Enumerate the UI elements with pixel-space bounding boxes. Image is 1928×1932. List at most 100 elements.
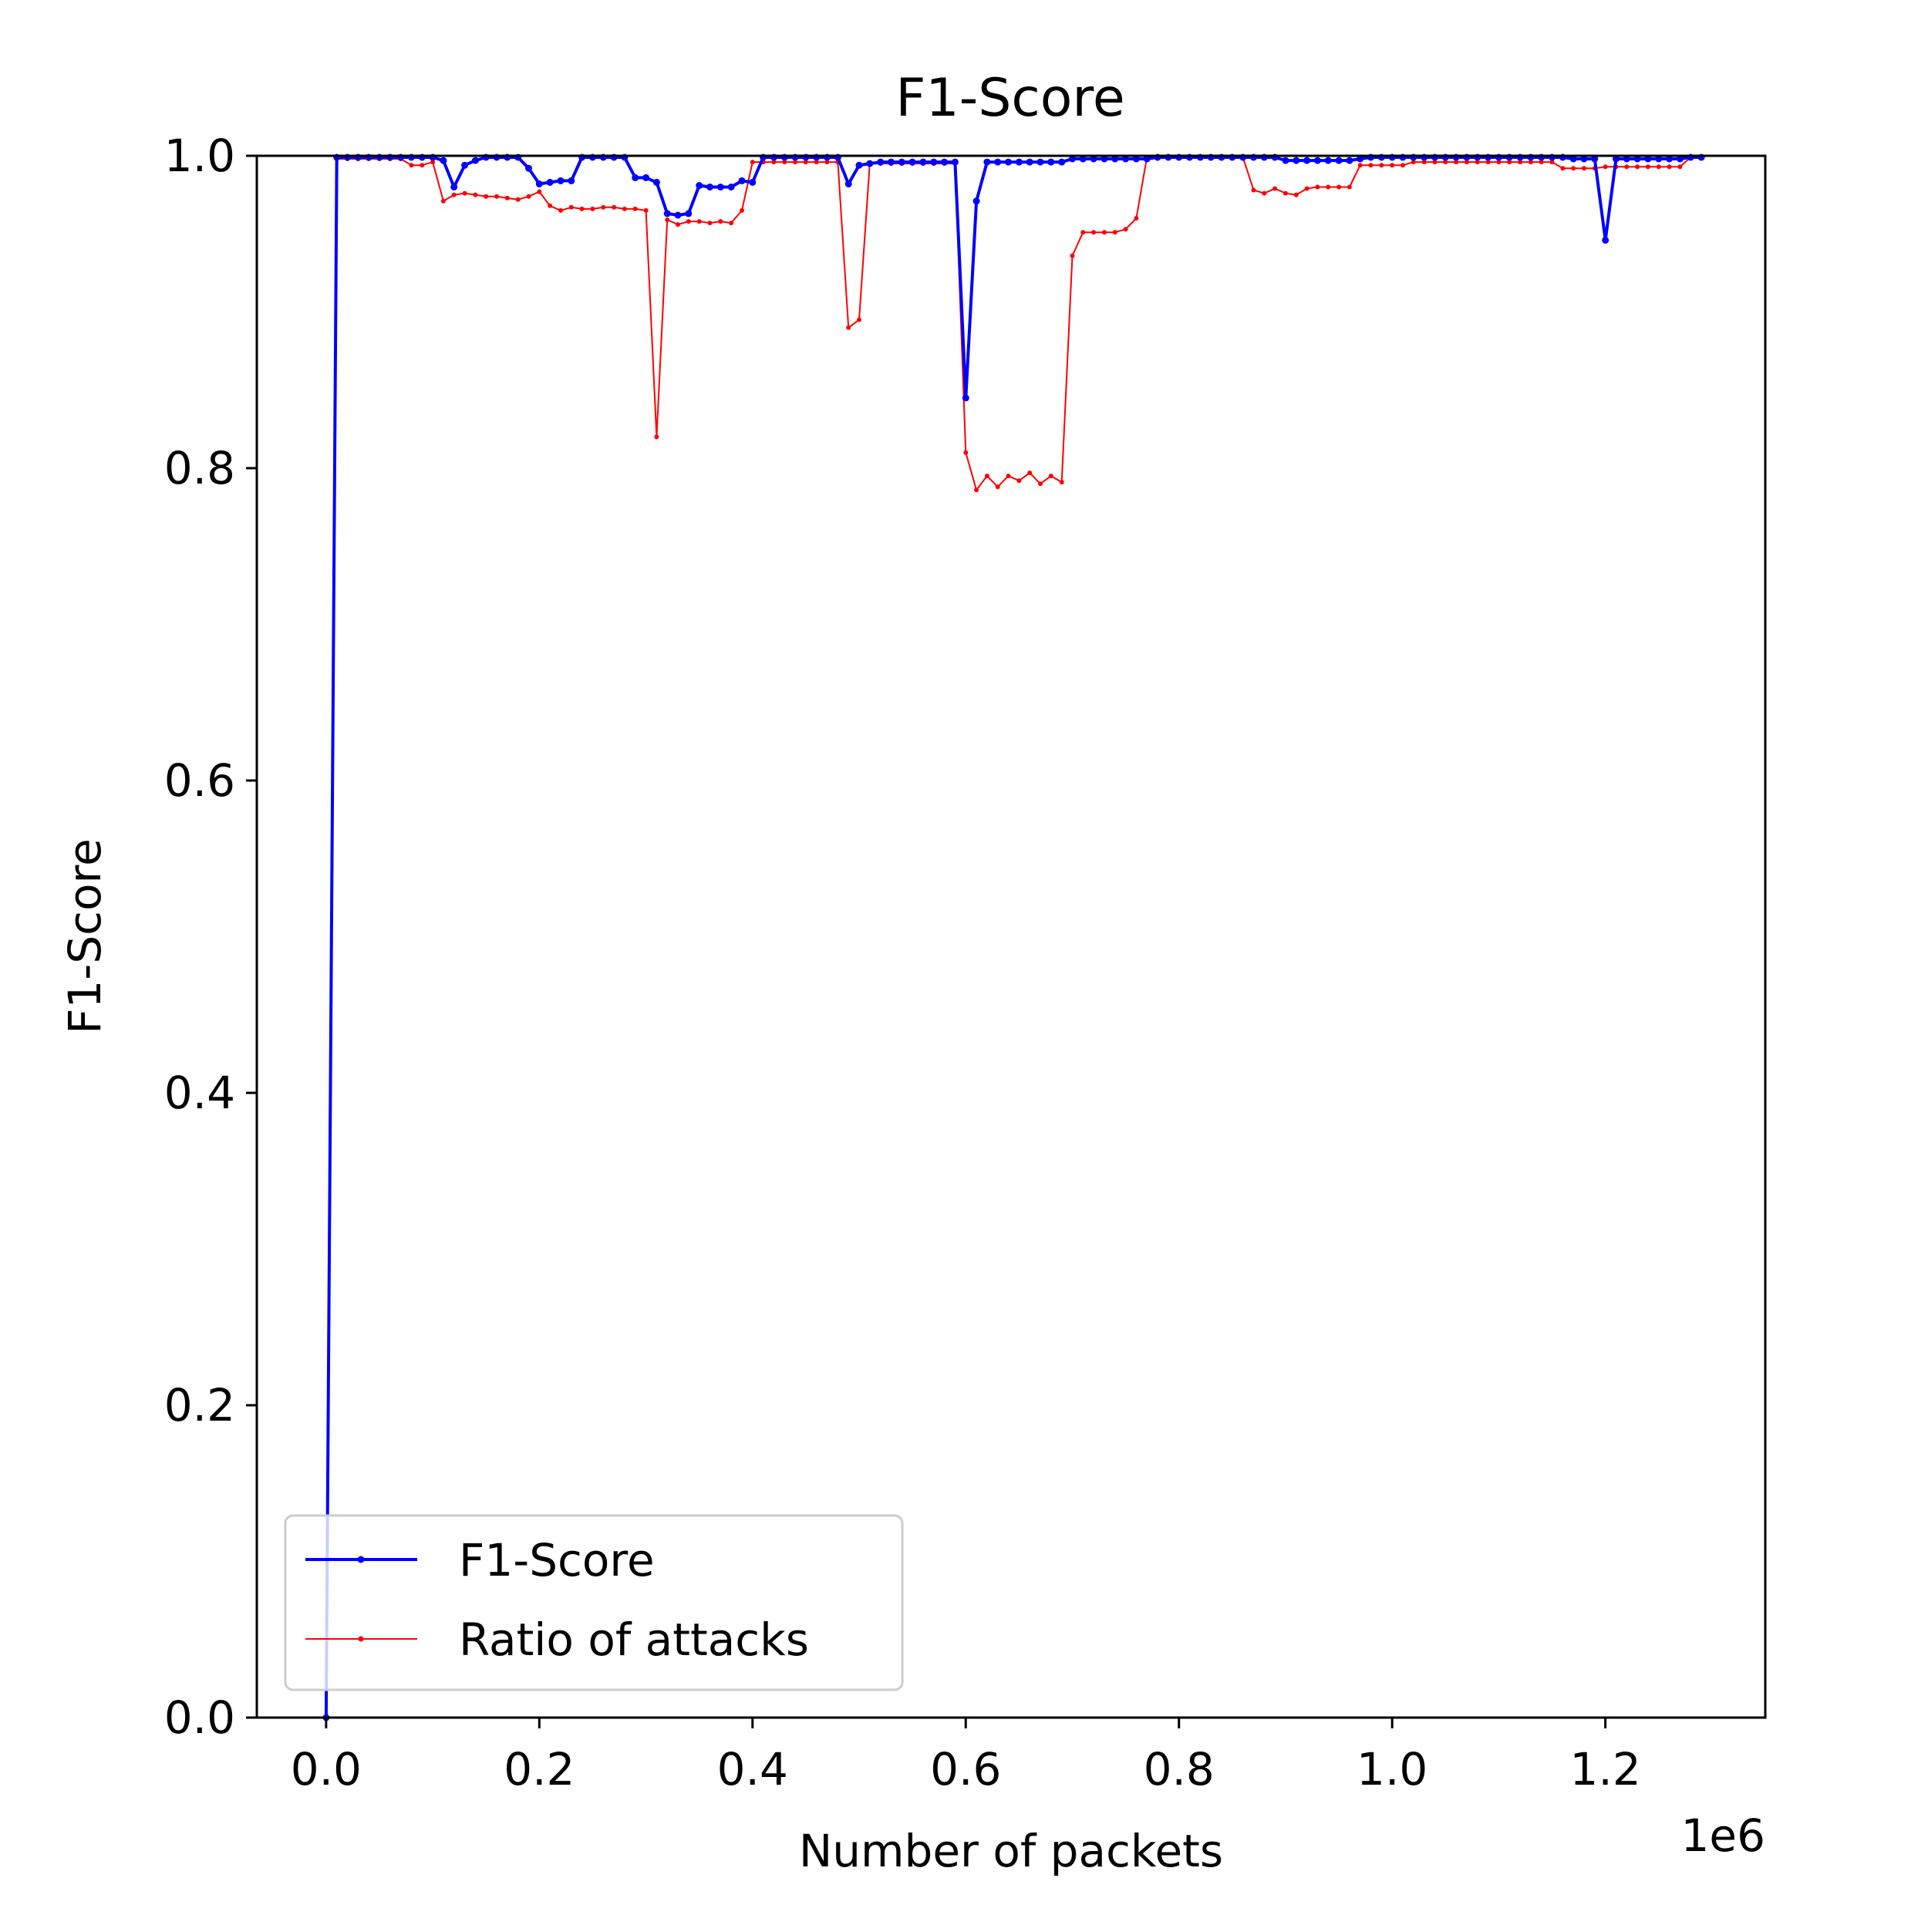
data-point-ratio-of-attacks (1326, 184, 1331, 190)
data-point-f1-score (1293, 157, 1300, 164)
data-point-f1-score (951, 158, 959, 166)
data-point-ratio-of-attacks (1379, 163, 1384, 168)
data-point-ratio-of-attacks (665, 217, 670, 222)
data-point-f1-score (855, 161, 863, 169)
data-point-ratio-of-attacks (1645, 164, 1650, 170)
data-point-ratio-of-attacks (1368, 163, 1374, 168)
data-point-f1-score (1303, 157, 1311, 164)
data-point-ratio-of-attacks (740, 207, 744, 213)
data-point-f1-score (1655, 155, 1663, 163)
data-point-ratio-of-attacks (473, 192, 478, 197)
data-point-f1-score (866, 160, 874, 167)
data-point-ratio-of-attacks (1038, 481, 1043, 487)
data-point-ratio-of-attacks (707, 221, 713, 226)
data-point-ratio-of-attacks (676, 222, 680, 228)
data-point-ratio-of-attacks (1059, 480, 1064, 485)
y-tick-label: 0.4 (164, 1067, 235, 1119)
data-point-f1-score (1036, 158, 1044, 166)
data-point-ratio-of-attacks (771, 160, 777, 165)
data-point-ratio-of-attacks (440, 198, 446, 204)
data-point-ratio-of-attacks (1432, 160, 1438, 165)
data-point-f1-score (1058, 158, 1066, 166)
data-point-f1-score (1015, 158, 1023, 166)
data-point-f1-score (1580, 155, 1588, 163)
data-point-ratio-of-attacks (1251, 187, 1256, 193)
data-point-ratio-of-attacks (451, 192, 457, 197)
data-point-ratio-of-attacks (1421, 160, 1427, 165)
y-axis: 0.0 0.2 0.4 0.6 0.8 1.0 (164, 130, 257, 1744)
data-point-f1-score (471, 157, 479, 164)
data-point-ratio-of-attacks (1102, 230, 1107, 235)
data-point-ratio-of-attacks (579, 206, 585, 211)
data-point-ratio-of-attacks (718, 219, 723, 224)
data-point-ratio-of-attacks (1443, 160, 1448, 165)
data-point-f1-score (568, 177, 575, 184)
data-point-f1-score (1090, 155, 1097, 163)
data-point-ratio-of-attacks (622, 206, 627, 211)
data-point-ratio-of-attacks (1112, 230, 1117, 235)
legend-label-ratio-of-attacks: Ratio of attacks (459, 1613, 809, 1666)
data-point-ratio-of-attacks (1507, 160, 1512, 165)
data-point-ratio-of-attacks (494, 194, 499, 199)
data-point-ratio-of-attacks (1390, 163, 1395, 168)
data-point-ratio-of-attacks (1624, 164, 1630, 170)
data-point-ratio-of-attacks (1411, 160, 1416, 165)
data-point-f1-score (525, 164, 532, 172)
data-point-f1-score (972, 197, 980, 205)
data-point-ratio-of-attacks (590, 206, 595, 211)
y-tick-label: 1.0 (164, 130, 235, 182)
data-point-f1-score (1324, 157, 1332, 164)
data-point-ratio-of-attacks (1571, 166, 1576, 171)
data-point-f1-score (685, 210, 693, 217)
data-point-ratio-of-attacks (1272, 186, 1278, 191)
data-point-f1-score (898, 158, 905, 166)
data-point-ratio-of-attacks (1283, 191, 1288, 196)
data-point-ratio-of-attacks (750, 160, 755, 165)
data-point-f1-score (1346, 157, 1353, 164)
data-point-ratio-of-attacks (1400, 163, 1405, 168)
data-point-ratio-of-attacks (1347, 184, 1352, 190)
data-point-f1-score (674, 211, 682, 219)
x-axis-offset-label: 1e6 (1681, 1809, 1766, 1862)
data-point-f1-score (663, 210, 671, 217)
data-point-ratio-of-attacks (1262, 191, 1267, 196)
data-point-f1-score (877, 158, 885, 166)
series-line-ratio-of-attacks (325, 157, 1702, 1718)
data-point-ratio-of-attacks (1016, 478, 1022, 484)
data-point-ratio-of-attacks (782, 160, 787, 165)
data-point-ratio-of-attacks (654, 434, 659, 440)
data-point-ratio-of-attacks (1293, 192, 1299, 197)
data-point-f1-score (844, 180, 852, 187)
data-point-ratio-of-attacks (526, 194, 531, 199)
y-tick-label: 0.0 (164, 1691, 235, 1744)
data-point-f1-score (1111, 155, 1119, 163)
series-line-f1-score (324, 156, 1702, 1718)
data-point-ratio-of-attacks (558, 207, 563, 213)
data-point-f1-score (888, 158, 895, 166)
data-point-ratio-of-attacks (1454, 160, 1459, 165)
data-point-ratio-of-attacks (1315, 184, 1320, 190)
data-point-ratio-of-attacks (537, 189, 542, 194)
data-point-f1-score (706, 184, 713, 191)
data-point-f1-score (1676, 155, 1684, 163)
x-tick-label: 0.2 (504, 1743, 575, 1795)
data-point-f1-score (1101, 155, 1108, 163)
legend-box (284, 1514, 904, 1691)
data-point-ratio-of-attacks (1677, 164, 1683, 170)
data-point-f1-score (1026, 158, 1033, 166)
data-point-f1-score (557, 177, 565, 184)
data-point-ratio-of-attacks (974, 487, 979, 493)
data-point-f1-score (1335, 157, 1343, 164)
data-point-f1-score (716, 184, 724, 191)
data-point-ratio-of-attacks (814, 160, 819, 165)
data-point-f1-score (632, 174, 639, 181)
data-point-ratio-of-attacks (1357, 163, 1363, 168)
data-point-ratio-of-attacks (504, 195, 510, 201)
data-point-f1-score (1569, 155, 1577, 163)
data-point-ratio-of-attacks (963, 450, 969, 455)
data-point-f1-score (642, 174, 650, 181)
data-point-f1-score (1005, 158, 1012, 166)
data-point-ratio-of-attacks (793, 160, 798, 165)
data-point-ratio-of-attacks (1582, 166, 1586, 171)
data-point-ratio-of-attacks (995, 484, 1000, 490)
